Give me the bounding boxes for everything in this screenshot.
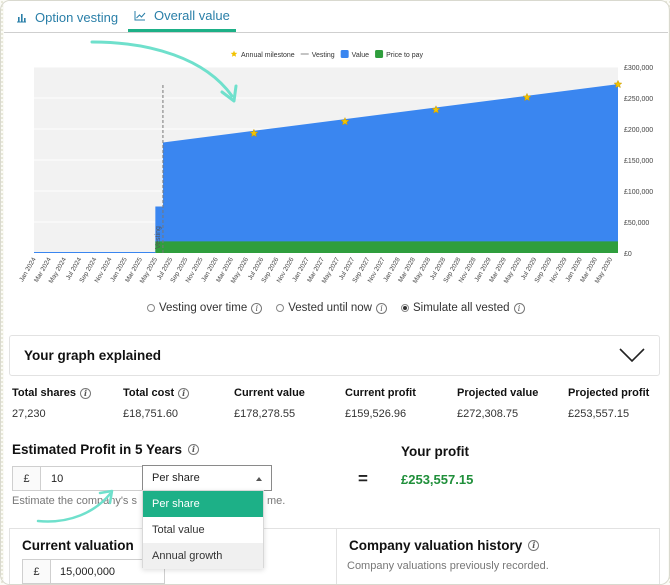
stat-label: Projected profit xyxy=(568,387,650,399)
tab-label: Option vesting xyxy=(35,9,119,25)
valuation-history-subtitle: Company valuations previously recorded. xyxy=(347,560,549,572)
your-profit-label: Your profit xyxy=(401,444,469,459)
tab-overall-value[interactable]: Overall value xyxy=(128,1,236,32)
milestone-star-icon xyxy=(249,128,259,138)
radio-button[interactable] xyxy=(147,304,155,312)
stat-current-profit: Current profit £159,526.96 xyxy=(345,387,455,420)
y-tick-label: £300,000 xyxy=(624,65,653,72)
info-icon[interactable]: i xyxy=(251,302,263,314)
y-tick-label: £250,000 xyxy=(624,96,653,103)
option-total-value[interactable]: Total value xyxy=(152,524,205,536)
tab-bar: Option vesting Overall value xyxy=(4,1,668,33)
estimated-profit-heading: Estimated Profit in 5 Years i xyxy=(12,442,200,457)
stat-label: Projected value xyxy=(457,387,539,399)
stat-label: Total cost i xyxy=(123,387,233,399)
overall-value-chart: £0 £50,000 £100,000 £150,000 £200,000 £250,00… xyxy=(18,50,653,285)
legend-swatch xyxy=(375,50,384,58)
stat-value: £159,526.96 xyxy=(345,408,407,420)
estimate-amount-input[interactable]: 10 xyxy=(40,466,143,491)
vesting-marker-label: Vesting xyxy=(155,226,162,249)
stat-current-value: Current value £178,278.55 xyxy=(234,387,344,420)
tab-label: Overall value xyxy=(154,7,230,23)
currency-prefix: £ xyxy=(12,466,41,491)
radio-label: Vested until now xyxy=(288,302,372,314)
estimate-hint-end: me. xyxy=(267,495,286,507)
current-valuation-title: Current valuation xyxy=(22,538,134,553)
chevron-down-icon[interactable] xyxy=(619,348,645,362)
radio-label: Simulate all vested xyxy=(412,302,510,314)
your-profit-value: £253,557.15 xyxy=(401,472,474,487)
estimate-mode-dropdown: Per share Total value Annual growth xyxy=(142,490,264,569)
view-options: Vesting over time i Vested until now i S… xyxy=(147,302,525,314)
y-tick-label: £150,000 xyxy=(624,158,653,165)
stat-total-cost: Total cost i £18,751.60 xyxy=(123,387,233,420)
stat-value: £272,308.75 xyxy=(457,408,519,420)
radio-vested-until-now[interactable]: Vested until now i xyxy=(276,302,387,314)
valuation-history-heading: Company valuation history i xyxy=(349,538,540,553)
info-icon[interactable]: i xyxy=(188,444,200,455)
radio-vesting-over-time[interactable]: Vesting over time i xyxy=(147,302,263,314)
radio-label: Vesting over time xyxy=(159,302,248,314)
legend-label: Annual milestone xyxy=(241,52,295,59)
graph-explained-panel[interactable]: Your graph explained xyxy=(9,335,660,376)
info-icon[interactable]: i xyxy=(528,540,540,551)
stat-value: £178,278.55 xyxy=(234,408,296,420)
legend-swatch xyxy=(340,50,349,58)
legend-label: Value xyxy=(352,52,369,59)
line-chart-icon xyxy=(134,10,146,20)
stat-value: £18,751.60 xyxy=(123,408,179,420)
y-tick-label: £200,000 xyxy=(624,127,653,134)
estimated-profit-title: Estimated Profit in 5 Years xyxy=(12,442,183,457)
info-icon[interactable]: i xyxy=(80,387,91,399)
valuation-history-title: Company valuation history xyxy=(349,538,523,553)
legend-label: Vesting xyxy=(312,52,335,59)
stat-label: Current value xyxy=(234,387,305,399)
radio-simulate-all-vested[interactable]: Simulate all vested i xyxy=(400,302,525,314)
milestone-star-icon xyxy=(340,116,350,126)
option-annual-growth[interactable]: Annual growth xyxy=(143,543,263,569)
milestone-star-icon xyxy=(613,79,623,89)
stat-projected-value: Projected value £272,308.75 xyxy=(457,387,567,420)
stat-value: 27,230 xyxy=(12,408,46,420)
estimate-hint: Estimate the company's s xyxy=(12,495,137,507)
radio-button[interactable] xyxy=(400,304,409,312)
y-tick-label: £100,000 xyxy=(624,189,653,196)
stat-value: £253,557.15 xyxy=(568,408,630,420)
y-tick-label: £0 xyxy=(624,251,632,258)
y-tick-label: £50,000 xyxy=(624,220,649,227)
bar-chart-icon xyxy=(17,13,26,22)
stat-label-text: Total shares xyxy=(12,387,76,399)
select-value: Per share xyxy=(152,472,200,484)
valuation-input[interactable]: 15,000,000 xyxy=(50,559,165,584)
estimate-mode-select[interactable]: Per share xyxy=(142,465,272,491)
value-area xyxy=(34,84,618,253)
caret-up-icon xyxy=(256,477,262,481)
milestone-star-icon xyxy=(522,92,532,102)
equals-sign: = xyxy=(358,469,368,488)
price-area xyxy=(34,241,618,253)
option-per-share[interactable]: Per share xyxy=(143,491,263,517)
currency-prefix: £ xyxy=(22,559,51,584)
page: Option vesting Overall value £0 £50,000 £1… xyxy=(4,1,669,584)
info-icon[interactable]: i xyxy=(375,302,387,314)
legend-label: Price to pay xyxy=(386,52,423,59)
stat-label: Total shares i xyxy=(12,387,122,399)
radio-button[interactable] xyxy=(276,304,285,312)
stat-label-text: Total cost xyxy=(123,387,175,399)
tab-option-vesting[interactable]: Option vesting xyxy=(16,1,118,33)
stat-label: Current profit xyxy=(345,387,416,399)
info-icon[interactable]: i xyxy=(513,302,525,314)
panel-title: Your graph explained xyxy=(24,348,162,363)
stat-total-shares: Total shares i 27,230 xyxy=(12,387,122,420)
stat-projected-profit: Projected profit £253,557.15 xyxy=(568,387,669,420)
legend-star-icon xyxy=(230,50,238,57)
valuation-history-card: Company valuation history i Company valua… xyxy=(336,528,660,584)
milestone-star-icon xyxy=(431,105,441,114)
info-icon[interactable]: i xyxy=(178,387,190,399)
